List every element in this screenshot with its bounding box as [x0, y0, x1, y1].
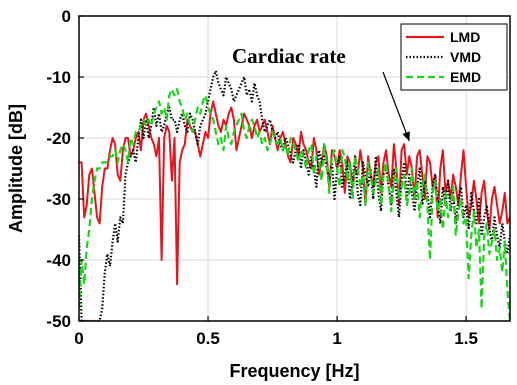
y-tick-label-3: -30	[46, 190, 71, 209]
x-tick-label-0: 0	[74, 329, 83, 348]
legend-label-lmd: LMD	[450, 29, 480, 45]
series-line-emd	[79, 88, 510, 321]
legend-box	[400, 23, 508, 91]
annotation-arrowhead	[402, 131, 410, 142]
y-tick-label-1: -10	[46, 68, 71, 87]
tick-labels: 0 0.5 1 1.5 0 -10 -20 -30 -40 -50	[46, 7, 478, 348]
legend-label-vmd: VMD	[450, 49, 481, 65]
y-tick-label-4: -40	[46, 251, 71, 270]
legend: LMD VMD EMD	[400, 23, 508, 91]
y-tick-label-2: -20	[46, 129, 71, 148]
x-axis-title: Frequency [Hz]	[229, 361, 359, 381]
x-tick-label-2: 1	[332, 329, 341, 348]
series-layer	[79, 69, 510, 321]
plot-frame	[78, 15, 511, 322]
y-tick-label-0: 0	[62, 7, 71, 26]
x-tick-label-3: 1.5	[454, 329, 478, 348]
series-line-vmd	[79, 69, 510, 321]
legend-label-emd: EMD	[450, 69, 481, 85]
y-axis-title: Amplitude [dB]	[6, 104, 26, 233]
tick-marks	[78, 15, 467, 322]
annotation-arrow	[382, 71, 410, 142]
x-tick-label-1: 0.5	[196, 329, 220, 348]
annotation-label: Cardiac rate	[232, 44, 346, 68]
y-tick-label-5: -50	[46, 312, 71, 331]
